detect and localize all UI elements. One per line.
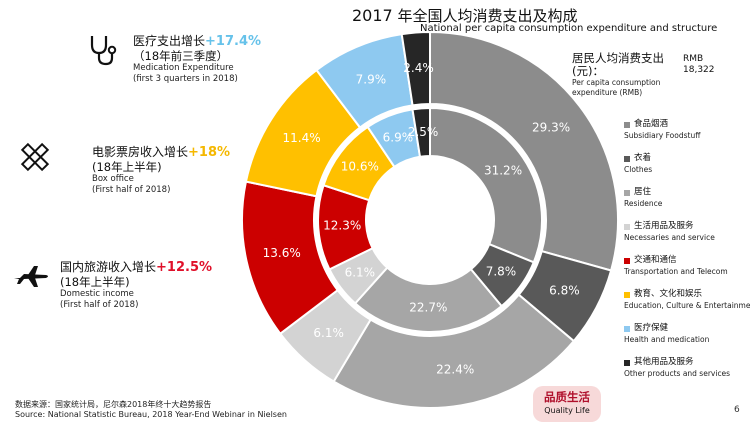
callout-medical: 医疗支出增长+17.4% （18年前三季度） Medication Expend…: [133, 34, 261, 85]
legend-swatch: [624, 224, 630, 230]
legend-label-en: Education, Culture & Entertainment: [624, 301, 750, 310]
legend-swatch: [624, 292, 630, 298]
total-label: 居民人均消费支出 (元)： Per capita consumption exp…: [572, 52, 664, 97]
legend-label: 交通和通信: [634, 255, 677, 265]
legend-label: 生活用品及服务: [634, 221, 694, 231]
inner-slice-2: [353, 266, 504, 333]
outer-label-1: 6.8%: [549, 283, 580, 297]
airplane-icon: [14, 266, 48, 287]
outer-label-7: 2.4%: [403, 61, 434, 75]
inner-label-1: 7.8%: [486, 265, 517, 279]
title-year: 2017: [352, 6, 393, 25]
total-en-line1: Per capita consumption: [572, 78, 661, 87]
legend-item: 居住 Residence: [624, 186, 750, 220]
stethoscope-icon: [90, 36, 117, 66]
inner-label-7: 2.5%: [408, 125, 439, 139]
title-zh: 年全国人均消费支出及构成: [397, 7, 578, 25]
callout-boxoffice-pct: +18%: [188, 145, 231, 160]
legend-swatch: [624, 258, 630, 264]
callout-boxoffice-sub: (18年上半年): [92, 160, 162, 174]
callout-medical-sub: （18年前三季度）: [133, 49, 229, 63]
inner-label-0: 31.2%: [484, 163, 522, 177]
legend-label-en: Transportation and Telecom: [624, 267, 728, 276]
chart-legend: 食品烟酒 Subsidiary Foodstuff 衣着 Clothes 居住 Res…: [624, 118, 750, 390]
inner-label-4: 12.3%: [323, 219, 361, 233]
inner-label-6: 6.9%: [383, 131, 414, 145]
outer-label-3: 6.1%: [313, 326, 344, 340]
total-en-line2: expenditure (RMB): [572, 87, 643, 97]
legend-item: 医疗保健 Health and medication: [624, 322, 750, 356]
badge-en: Quality Life: [544, 406, 590, 415]
legend-item: 教育、文化和娱乐 Education, Culture & Entertainme…: [624, 288, 750, 322]
legend-label-en: Other products and services: [624, 369, 731, 378]
legend-item: 食品烟酒 Subsidiary Foodstuff: [624, 118, 750, 152]
outer-label-4: 13.6%: [263, 246, 301, 260]
callout-medical-en1: Medication Expenditure: [133, 63, 234, 73]
callout-boxoffice: 电影票房收入增长+18% (18年上半年) Box office (First …: [92, 145, 230, 196]
chart-title: 2017 年全国人均消费支出及构成: [352, 5, 578, 26]
callout-tourism-pct: +12.5%: [156, 260, 213, 275]
legend-label: 医疗保健: [634, 323, 669, 333]
legend-label-en: Subsidiary Foodstuff: [624, 131, 701, 140]
legend-label-en: Residence: [624, 199, 663, 208]
legend-swatch: [624, 326, 630, 332]
source-en: Source: National Statistic Bureau, 2018 …: [15, 410, 287, 419]
legend-label: 教育、文化和娱乐: [634, 289, 703, 299]
inner-slice-0: [429, 106, 543, 264]
callout-tourism-en2: (First half of 2018): [60, 300, 139, 310]
legend-label: 食品烟酒: [634, 119, 669, 129]
legend-label-en: Clothes: [624, 165, 653, 174]
legend-swatch: [624, 156, 630, 162]
callout-medical-zh: 医疗支出增长: [133, 34, 206, 48]
legend-swatch: [624, 122, 630, 128]
legend-label: 其他用品及服务: [634, 357, 694, 367]
callout-medical-pct: +17.4%: [205, 34, 262, 49]
outer-label-2: 22.4%: [436, 362, 474, 376]
callout-boxoffice-en2: (First half of 2018): [92, 185, 171, 195]
legend-label: 衣着: [634, 153, 652, 163]
total-zh-line1: 居民人均消费支出: [572, 51, 664, 65]
quality-life-badge: 品质生活 Quality Life: [533, 386, 601, 422]
source-zh: 数据来源：国家统计局，尼尔森2018年终十大趋势报告: [15, 400, 212, 409]
inner-label-5: 10.6%: [341, 159, 379, 173]
callout-medical-en2: (first 3 quarters in 2018): [133, 74, 238, 84]
legend-label: 居住: [634, 187, 652, 197]
legend-item: 生活用品及服务 Necessaries and service: [624, 220, 750, 254]
ring-separator: [314, 104, 546, 336]
badge-zh: 品质生活: [544, 390, 590, 404]
total-value: RMB 18,322: [683, 54, 715, 76]
legend-swatch: [624, 360, 630, 366]
legend-item: 衣着 Clothes: [624, 152, 750, 186]
callout-tourism-sub: (18年上半年): [60, 275, 130, 289]
callout-tourism-zh: 国内旅游收入增长: [60, 260, 157, 274]
source-note: 数据来源：国家统计局，尼尔森2018年终十大趋势报告 Source: Natio…: [15, 400, 287, 420]
callout-tourism-en1: Domestic income: [60, 289, 134, 299]
outer-label-0: 29.3%: [532, 121, 570, 135]
legend-swatch: [624, 190, 630, 196]
chart-subtitle: National per capita consumption expendit…: [420, 23, 718, 34]
callout-boxoffice-zh: 电影票房收入增长: [92, 145, 189, 159]
outer-label-5: 11.4%: [283, 131, 321, 145]
page-number: 6: [734, 405, 740, 415]
legend-label-en: Necessaries and service: [624, 233, 715, 242]
ticket-icon: [20, 142, 50, 172]
inner-label-3: 6.1%: [345, 266, 376, 280]
legend-label-en: Health and medication: [624, 335, 710, 344]
callout-tourism: 国内旅游收入增长+12.5% (18年上半年) Domestic income …: [60, 260, 212, 311]
outer-label-6: 7.9%: [356, 72, 387, 86]
donut-hole: [368, 158, 492, 282]
legend-item: 其他用品及服务 Other products and services: [624, 356, 750, 390]
total-zh-line2: (元)：: [572, 64, 604, 78]
total-value-text: 18,322: [683, 65, 715, 75]
inner-label-2: 22.7%: [409, 300, 447, 314]
inner-slice-7: [411, 106, 431, 158]
callout-boxoffice-en1: Box office: [92, 174, 134, 184]
total-unit-text: RMB: [683, 54, 704, 64]
legend-item: 交通和通信 Transportation and Telecom: [624, 254, 750, 288]
